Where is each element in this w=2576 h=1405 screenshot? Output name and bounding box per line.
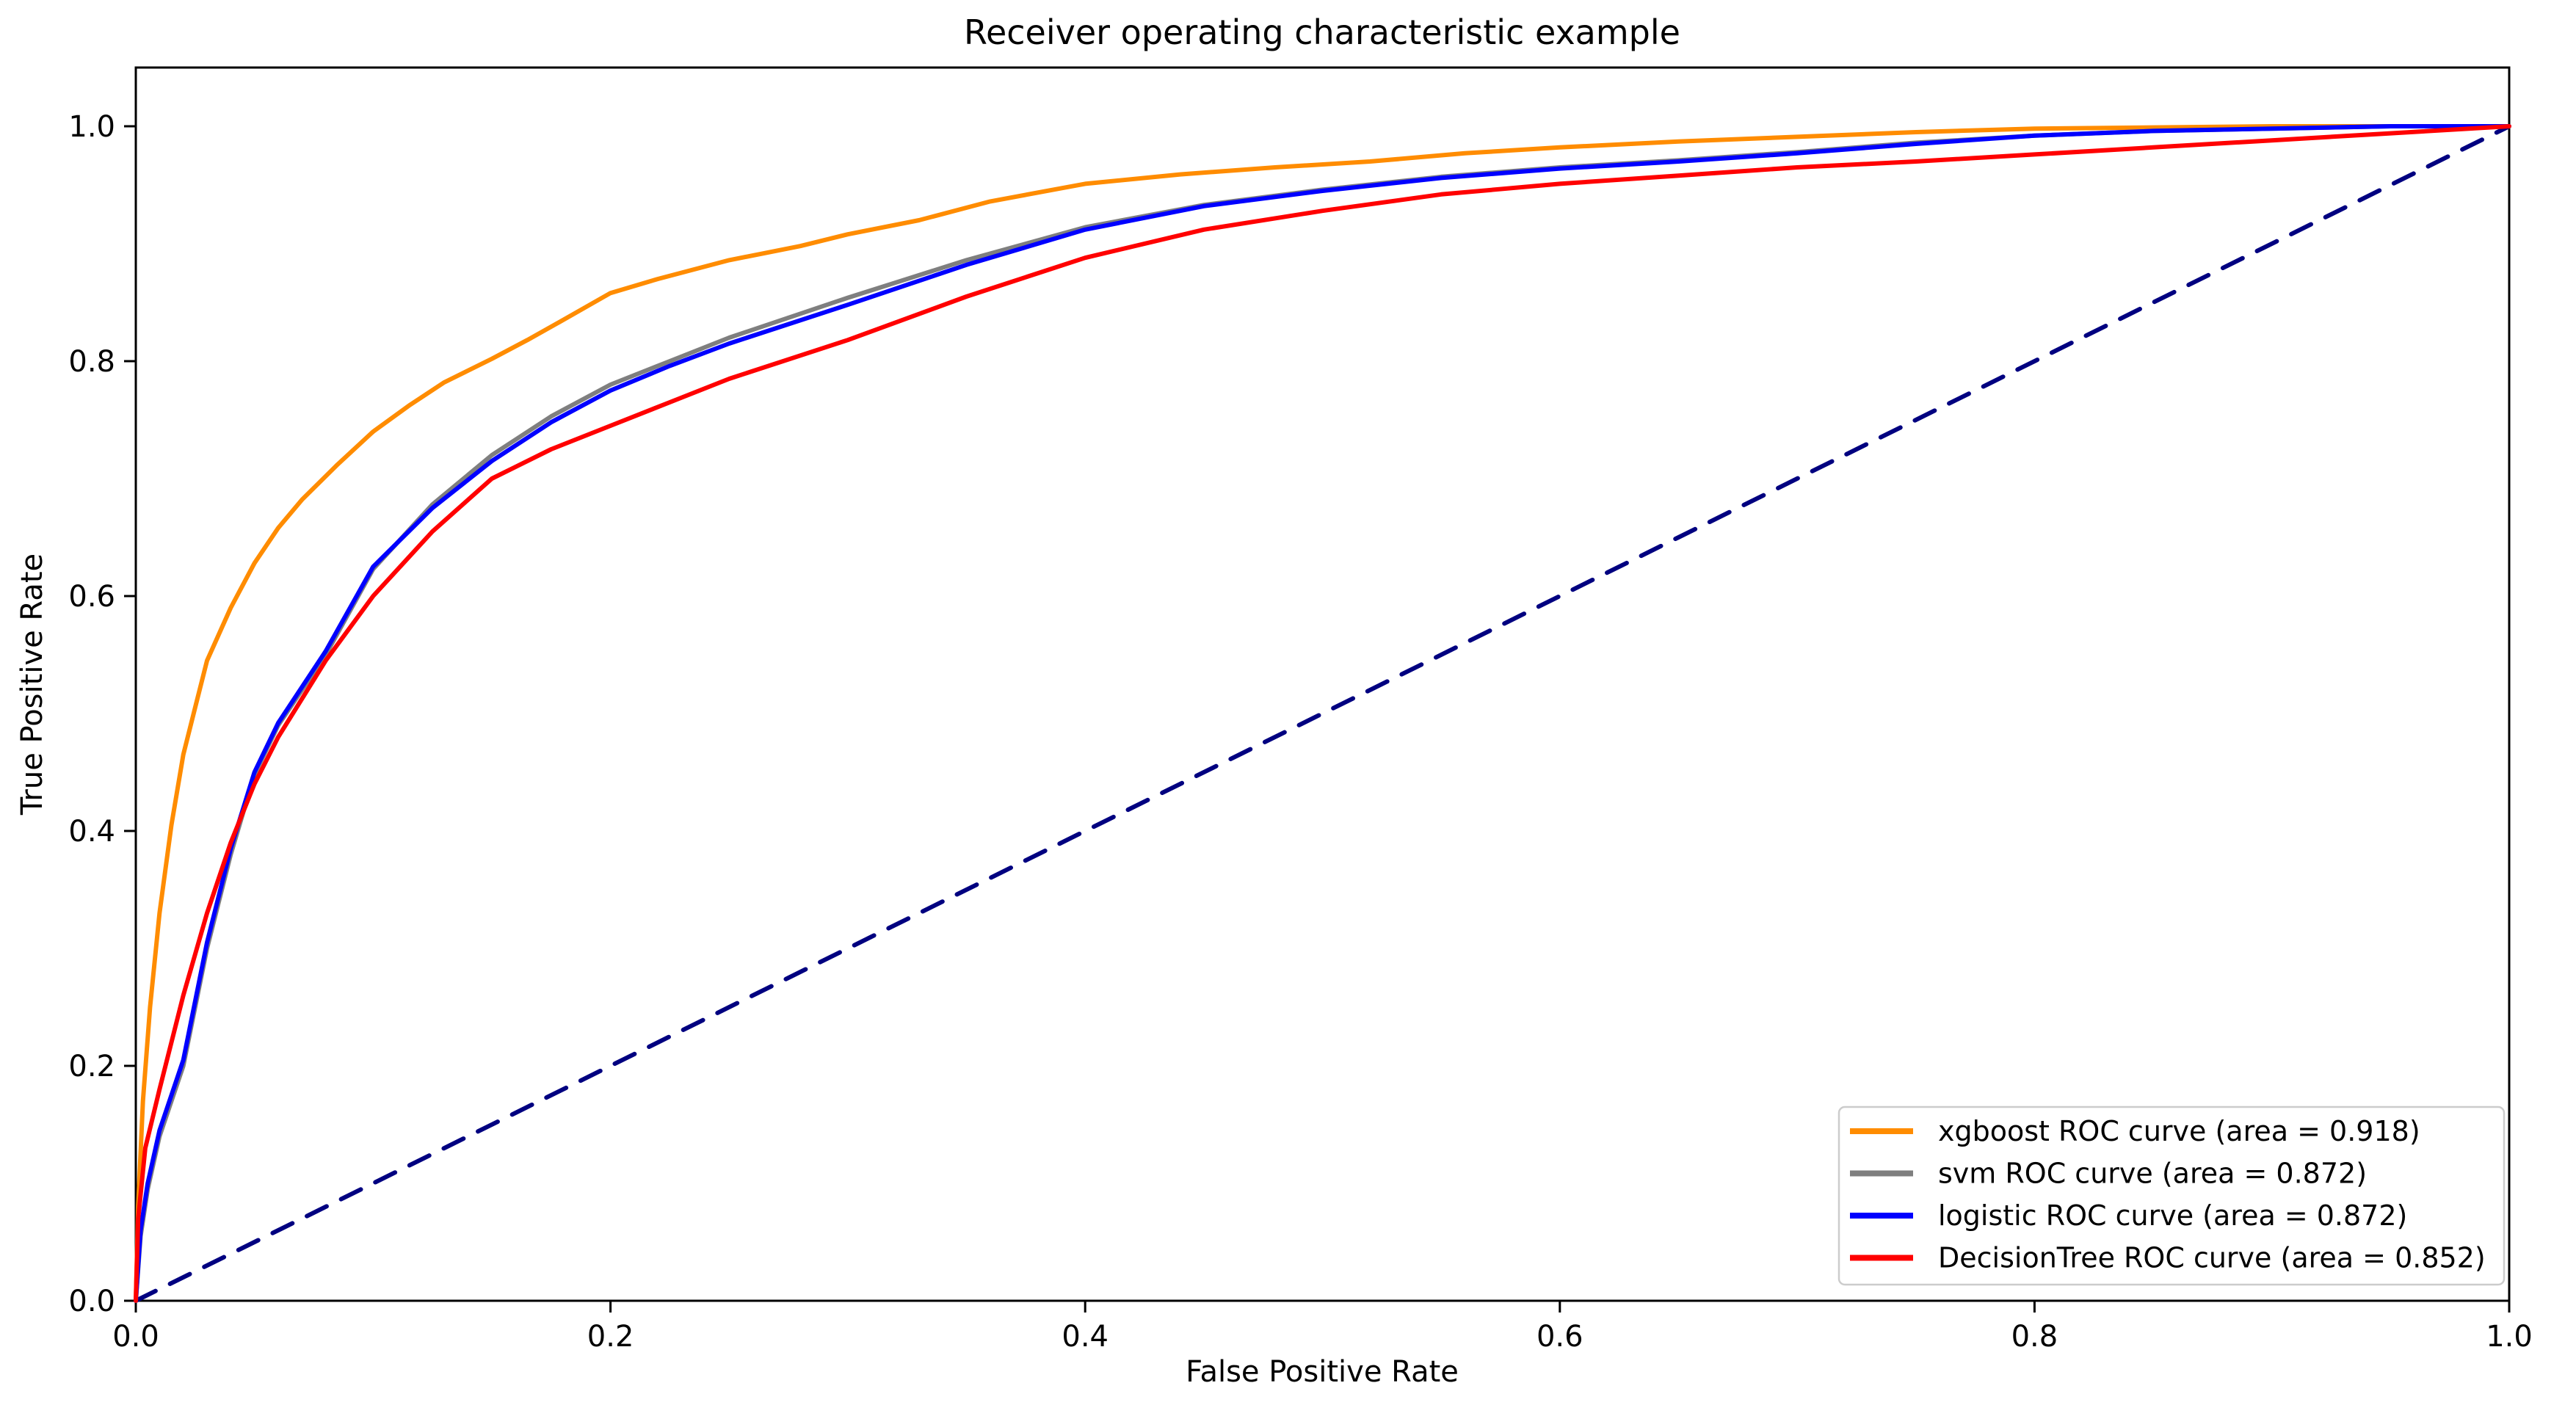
roc-curves [134,124,2511,1303]
y-tick-label: 0.2 [68,1050,115,1083]
x-tick-label: 0.0 [112,1320,159,1354]
logistic-roc-curve [134,124,2511,1303]
chance-diagonal-line [134,124,2511,1303]
svm-legend-label: svm ROC curve (area = 0.872) [1938,1158,2367,1190]
y-tick-label: 0.8 [68,345,115,379]
x-tick-label: 0.4 [1062,1320,1109,1354]
y-axis-label: True Positive Rate [15,553,49,816]
y-tick-label: 1.0 [68,110,115,144]
x-tick-label: 1.0 [2486,1320,2533,1354]
plot-frame [134,66,2511,1302]
decision-tree-legend-label: DecisionTree ROC curve (area = 0.852) [1938,1242,2486,1274]
xgboost-legend-label: xgboost ROC curve (area = 0.918) [1938,1115,2420,1147]
x-axis-ticks: 0.0 0.2 0.4 0.6 0.8 1.0 [112,1301,2533,1354]
y-tick-label: 0.4 [68,815,115,849]
legend-rows: xgboost ROC curve (area = 0.918) svm ROC … [1850,1115,2486,1274]
logistic-legend-label: logistic ROC curve (area = 0.872) [1938,1199,2407,1232]
legend: xgboost ROC curve (area = 0.918) svm ROC … [1837,1106,2506,1286]
decisiontree-roc-curve [134,124,2511,1303]
chart-title: Receiver operating characteristic exampl… [964,12,1680,52]
y-tick-label: 0.6 [68,580,115,614]
y-tick-label: 0.0 [68,1285,115,1318]
x-tick-label: 0.6 [1536,1320,1583,1354]
x-tick-label: 0.8 [2011,1320,2058,1354]
xgboost-roc-curve [134,124,2511,1303]
x-tick-label: 0.2 [587,1320,634,1354]
legend-box [1837,1106,2506,1286]
y-axis-ticks: 0.0 0.2 0.4 0.6 0.8 1.0 [68,110,136,1318]
x-axis-label: False Positive Rate [1186,1355,1459,1389]
